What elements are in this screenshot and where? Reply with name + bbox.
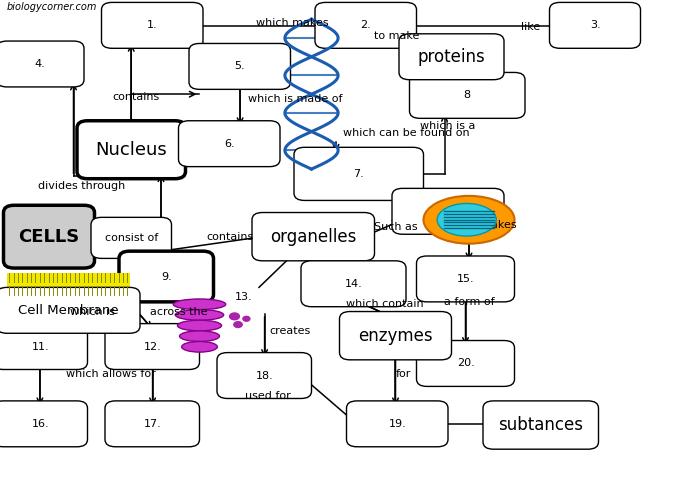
FancyBboxPatch shape [77, 121, 186, 179]
Text: Cell Membrane: Cell Membrane [18, 304, 118, 317]
Text: 6.: 6. [224, 139, 234, 149]
Text: 13.: 13. [234, 292, 252, 302]
Text: biologycorner.com: biologycorner.com [7, 2, 97, 13]
Text: 11.: 11. [32, 341, 49, 352]
Text: which is made of: which is made of [248, 94, 343, 104]
Text: CELLS: CELLS [18, 227, 80, 246]
Text: 19.: 19. [389, 419, 406, 429]
FancyBboxPatch shape [346, 401, 448, 447]
Text: 18.: 18. [256, 370, 273, 381]
Text: 8: 8 [463, 90, 471, 100]
FancyBboxPatch shape [178, 121, 280, 167]
FancyBboxPatch shape [0, 401, 88, 447]
FancyBboxPatch shape [0, 41, 84, 87]
FancyBboxPatch shape [119, 251, 214, 302]
Ellipse shape [437, 203, 496, 236]
FancyBboxPatch shape [340, 312, 452, 360]
Text: which makes: which makes [256, 18, 328, 28]
Text: a form of: a form of [444, 297, 495, 307]
Circle shape [230, 313, 239, 320]
Ellipse shape [175, 310, 223, 320]
Text: 4.: 4. [35, 59, 46, 69]
Text: enzymes: enzymes [358, 327, 433, 345]
FancyBboxPatch shape [410, 72, 525, 118]
Text: across the: across the [150, 307, 208, 316]
Text: which is a: which is a [420, 121, 475, 130]
Circle shape [243, 316, 250, 321]
FancyBboxPatch shape [416, 341, 514, 386]
Ellipse shape [173, 299, 225, 310]
FancyBboxPatch shape [315, 2, 416, 48]
FancyBboxPatch shape [7, 273, 130, 295]
FancyBboxPatch shape [0, 324, 88, 369]
Text: which can be found on: which can be found on [343, 128, 470, 138]
Text: which allows for: which allows for [66, 369, 156, 379]
FancyBboxPatch shape [217, 353, 312, 398]
FancyBboxPatch shape [102, 2, 203, 48]
Text: creates: creates [270, 326, 311, 336]
Text: to make: to make [374, 31, 420, 41]
Text: used for: used for [245, 391, 290, 401]
Text: 1.: 1. [147, 20, 158, 30]
Text: 15.: 15. [456, 274, 475, 284]
FancyBboxPatch shape [416, 256, 514, 302]
FancyBboxPatch shape [189, 43, 290, 89]
FancyBboxPatch shape [392, 188, 504, 234]
FancyBboxPatch shape [91, 217, 172, 258]
Text: 9.: 9. [161, 271, 172, 282]
Text: 14.: 14. [344, 279, 363, 289]
FancyBboxPatch shape [105, 324, 200, 369]
FancyBboxPatch shape [105, 401, 200, 447]
Ellipse shape [177, 320, 221, 331]
Text: Nucleus: Nucleus [95, 141, 167, 159]
Text: contains: contains [112, 92, 160, 101]
Text: 5.: 5. [234, 61, 245, 71]
Text: contains: contains [206, 232, 253, 242]
FancyBboxPatch shape [399, 34, 504, 80]
Ellipse shape [424, 196, 514, 244]
Text: like: like [522, 22, 540, 31]
Circle shape [234, 322, 242, 327]
Text: 2.: 2. [360, 20, 371, 30]
FancyBboxPatch shape [252, 213, 374, 261]
Text: 10.: 10. [439, 206, 457, 216]
Text: for: for [395, 369, 411, 379]
Text: divides through: divides through [38, 181, 126, 191]
Text: which contain: which contain [346, 299, 424, 309]
Text: consist of: consist of [104, 233, 158, 243]
Text: Such as: Such as [374, 222, 418, 232]
Text: organelles: organelles [270, 227, 356, 246]
Text: which makes: which makes [444, 220, 517, 229]
FancyBboxPatch shape [483, 401, 598, 449]
Text: 20.: 20. [456, 358, 475, 369]
Text: subtances: subtances [498, 416, 583, 434]
FancyBboxPatch shape [0, 287, 140, 333]
Text: 7.: 7. [354, 169, 364, 179]
Text: 12.: 12. [144, 341, 161, 352]
FancyBboxPatch shape [4, 205, 94, 268]
Text: which is: which is [70, 307, 115, 316]
FancyBboxPatch shape [301, 261, 406, 307]
Ellipse shape [179, 331, 219, 341]
Ellipse shape [181, 341, 217, 352]
Text: 17.: 17. [144, 419, 161, 429]
Text: 16.: 16. [32, 419, 49, 429]
Text: proteins: proteins [418, 48, 485, 66]
FancyBboxPatch shape [294, 147, 424, 200]
Text: 3.: 3. [589, 20, 601, 30]
FancyBboxPatch shape [550, 2, 640, 48]
